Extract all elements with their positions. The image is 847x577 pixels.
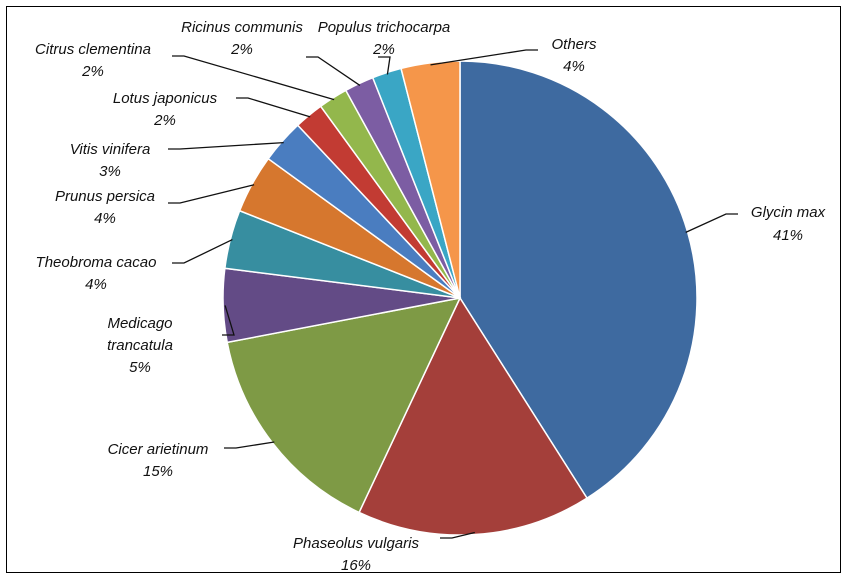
pie-slice-phaseolus-vulgaris	[358, 296, 589, 536]
pct-medicago-trancatula: 5%	[129, 359, 151, 376]
leader-line-ricinus-communis	[306, 56, 361, 86]
pct-prunus-persica: 4%	[94, 210, 116, 227]
leader-line-cicer-arietinum	[224, 441, 275, 449]
pie-slice-others	[400, 60, 461, 299]
data-labels: Glycin max 41% Phaseolus vulgaris 16% Ci…	[35, 19, 826, 574]
label-theobroma-cacao: Theobroma cacao	[36, 254, 157, 271]
label-phaseolus-vulgaris: Phaseolus vulgaris	[293, 535, 419, 552]
pct-others: 4%	[563, 58, 585, 75]
pct-vitis-vinifera: 3%	[99, 163, 121, 180]
label-populus-trichocarpa: Populus trichocarpa	[318, 19, 451, 36]
pie-slice-cicer-arietinum	[226, 296, 462, 514]
label-glycin-max: Glycin max	[751, 204, 826, 221]
leader-line-phaseolus-vulgaris	[440, 531, 475, 539]
label-cicer-arietinum: Cicer arietinum	[108, 441, 209, 458]
pct-phaseolus-vulgaris: 16%	[341, 557, 371, 574]
leader-line-populus-trichocarpa	[378, 56, 391, 75]
pie-slices	[222, 60, 698, 536]
pct-glycin-max: 41%	[773, 227, 803, 244]
leader-line-theobroma-cacao	[172, 239, 233, 264]
leader-line-glycin-max	[685, 213, 738, 233]
pct-cicer-arietinum: 15%	[143, 463, 173, 480]
pct-ricinus-communis: 2%	[230, 41, 253, 58]
leader-line-citrus-clementina	[172, 55, 335, 101]
leader-line-lotus-japonicus	[236, 97, 311, 118]
leader-line-prunus-persica	[168, 184, 255, 204]
label-medicago-line1: Medicago	[107, 315, 172, 332]
label-ricinus-communis: Ricinus communis	[181, 19, 303, 36]
pct-lotus-japonicus: 2%	[153, 112, 176, 129]
pct-populus-trichocarpa: 2%	[372, 41, 395, 58]
label-lotus-japonicus: Lotus japonicus	[113, 90, 218, 107]
label-medicago-line2: trancatula	[107, 337, 173, 354]
label-vitis-vinifera: Vitis vinifera	[70, 141, 151, 158]
leader-line-medicago-trancatula	[222, 305, 235, 336]
leader-line-vitis-vinifera	[168, 141, 284, 150]
pct-citrus-clementina: 2%	[81, 63, 104, 80]
label-others: Others	[551, 36, 597, 53]
pct-theobroma-cacao: 4%	[85, 276, 107, 293]
leader-lines	[168, 49, 738, 539]
label-citrus-clementina: Citrus clementina	[35, 41, 151, 58]
leader-line-others	[430, 49, 538, 66]
label-prunus-persica: Prunus persica	[55, 188, 155, 205]
